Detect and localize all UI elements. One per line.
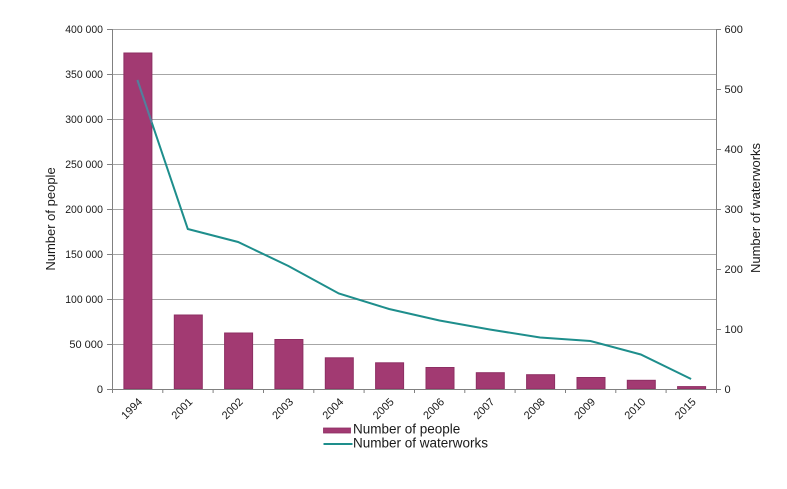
svg-text:Number of people: Number of people [43, 167, 58, 270]
svg-text:Number of people: Number of people [353, 422, 460, 437]
svg-text:0: 0 [725, 384, 731, 396]
svg-text:350 000: 350 000 [65, 69, 103, 81]
svg-text:200: 200 [725, 264, 743, 276]
svg-text:300: 300 [725, 204, 743, 216]
svg-text:100 000: 100 000 [65, 294, 103, 306]
svg-text:150 000: 150 000 [65, 249, 103, 261]
svg-text:100: 100 [725, 324, 743, 336]
svg-text:400 000: 400 000 [65, 24, 103, 36]
svg-text:50 000: 50 000 [69, 339, 103, 351]
svg-text:300 000: 300 000 [65, 114, 103, 126]
svg-text:400: 400 [725, 144, 743, 156]
svg-text:0: 0 [97, 384, 103, 396]
svg-text:200 000: 200 000 [65, 204, 103, 216]
svg-text:600: 600 [725, 24, 743, 36]
svg-text:Number of waterworks: Number of waterworks [353, 436, 488, 451]
svg-text:250 000: 250 000 [65, 159, 103, 171]
svg-text:500: 500 [725, 84, 743, 96]
svg-text:Number of waterworks: Number of waterworks [748, 142, 763, 273]
